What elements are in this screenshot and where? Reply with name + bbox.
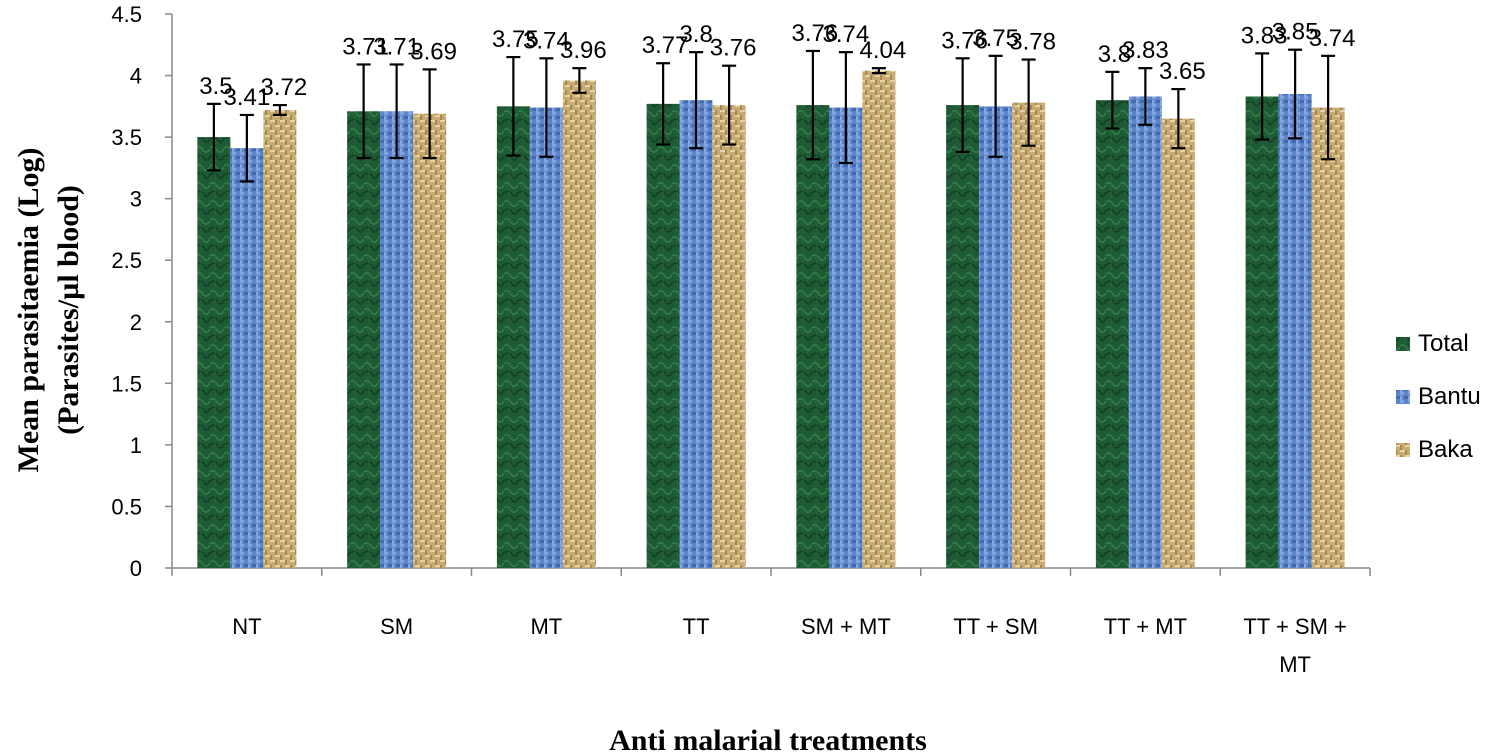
y-tick-label: 0	[130, 556, 142, 581]
bar-bantu	[679, 100, 713, 568]
bar-bantu	[1128, 96, 1162, 569]
data-label-baka: 3.74	[1309, 25, 1356, 52]
bar-total	[496, 106, 530, 568]
x-tick-label: SM	[380, 614, 413, 639]
data-label-bantu: 3.75	[972, 25, 1019, 52]
bar-baka	[562, 80, 596, 568]
data-label-total: 3.83	[1241, 22, 1288, 49]
data-label-baka: 3.76	[710, 35, 757, 62]
legend-swatch-total	[1396, 337, 1410, 351]
data-label-baka: 4.04	[860, 37, 907, 64]
data-label-total: 3.76	[792, 20, 839, 47]
bar-baka	[413, 113, 447, 568]
y-tick-label: 2.5	[111, 248, 142, 273]
data-label-total: 3.76	[941, 27, 988, 54]
bar-total	[646, 103, 680, 569]
bar-total	[1245, 96, 1279, 569]
bar-bantu	[979, 106, 1013, 568]
y-axis-title-line-1: Mean parasitaemia (Log)	[12, 148, 45, 473]
y-tick-label: 4.5	[111, 2, 142, 27]
data-label-total: 3.5	[199, 73, 232, 100]
bar-baka	[1161, 118, 1195, 569]
bar-baka	[263, 110, 297, 568]
bar-total	[796, 105, 830, 568]
data-label-bantu: 3.8	[679, 21, 712, 48]
data-label-total: 3.77	[642, 32, 689, 59]
data-label-baka: 3.72	[261, 74, 308, 101]
x-tick-label: TT + SM	[953, 614, 1038, 639]
data-label-bantu: 3.74	[523, 27, 570, 54]
data-label-baka: 3.65	[1159, 58, 1206, 85]
bar-total	[1095, 100, 1129, 568]
bar-baka	[1311, 107, 1345, 568]
data-label-bantu: 3.41	[224, 84, 271, 111]
y-tick-label: 3	[130, 187, 142, 212]
y-tick-label: 1.5	[111, 371, 142, 396]
x-tick-label: TT + MT	[1104, 614, 1187, 639]
data-label-bantu: 3.83	[1122, 37, 1169, 64]
data-label-total: 3.8	[1098, 41, 1131, 68]
legend-swatch-baka	[1396, 443, 1410, 457]
bar-baka	[1012, 102, 1046, 568]
data-label-baka: 3.78	[1009, 29, 1056, 56]
x-axis-title: Anti malarial treatments	[609, 724, 927, 755]
x-tick-label: TT	[683, 614, 710, 639]
legend-label-baka: Baka	[1418, 436, 1473, 463]
legend: Total Bantu Baka	[1396, 330, 1481, 463]
legend-swatch-bantu	[1396, 390, 1410, 404]
data-label-bantu: 3.71	[373, 33, 420, 60]
data-label-total: 3.71	[342, 33, 389, 60]
data-label-bantu: 3.74	[823, 21, 870, 48]
bar-baka	[862, 70, 896, 569]
x-tick-label: MT	[1279, 652, 1311, 677]
bar-bantu	[230, 148, 264, 569]
bar-total	[946, 105, 980, 568]
data-label-baka: 3.96	[560, 37, 607, 64]
data-label-baka: 3.69	[410, 38, 457, 65]
y-tick-label: 0.5	[111, 494, 142, 519]
bar-bantu	[380, 111, 414, 568]
data-label-total: 3.75	[492, 26, 539, 53]
x-tick-label: SM + MT	[801, 614, 891, 639]
legend-label-bantu: Bantu	[1418, 383, 1481, 410]
y-tick-label: 3.5	[111, 125, 142, 150]
y-tick-label: 1	[130, 433, 142, 458]
y-tick-label: 4	[130, 64, 142, 89]
x-tick-label: TT + SM +	[1243, 614, 1347, 639]
bar-baka	[712, 105, 746, 568]
y-tick-label: 2	[130, 310, 142, 335]
bar-bantu	[529, 107, 563, 568]
x-tick-label: MT	[530, 614, 562, 639]
plot-area: 0 0.5 1 1.5 2 2.5 3 3.5 4 4.5 NT SM MT TT SM + MT TT + …	[111, 2, 1371, 677]
bar-total	[347, 111, 381, 568]
bar-total	[197, 137, 231, 568]
bar-bantu	[829, 107, 863, 568]
y-axis-title-line-2: (Parasites/µl blood)	[52, 185, 85, 435]
bar-bantu	[1278, 94, 1312, 569]
legend-label-total: Total	[1418, 330, 1469, 357]
x-tick-label: NT	[232, 614, 261, 639]
data-label-bantu: 3.85	[1272, 19, 1319, 46]
